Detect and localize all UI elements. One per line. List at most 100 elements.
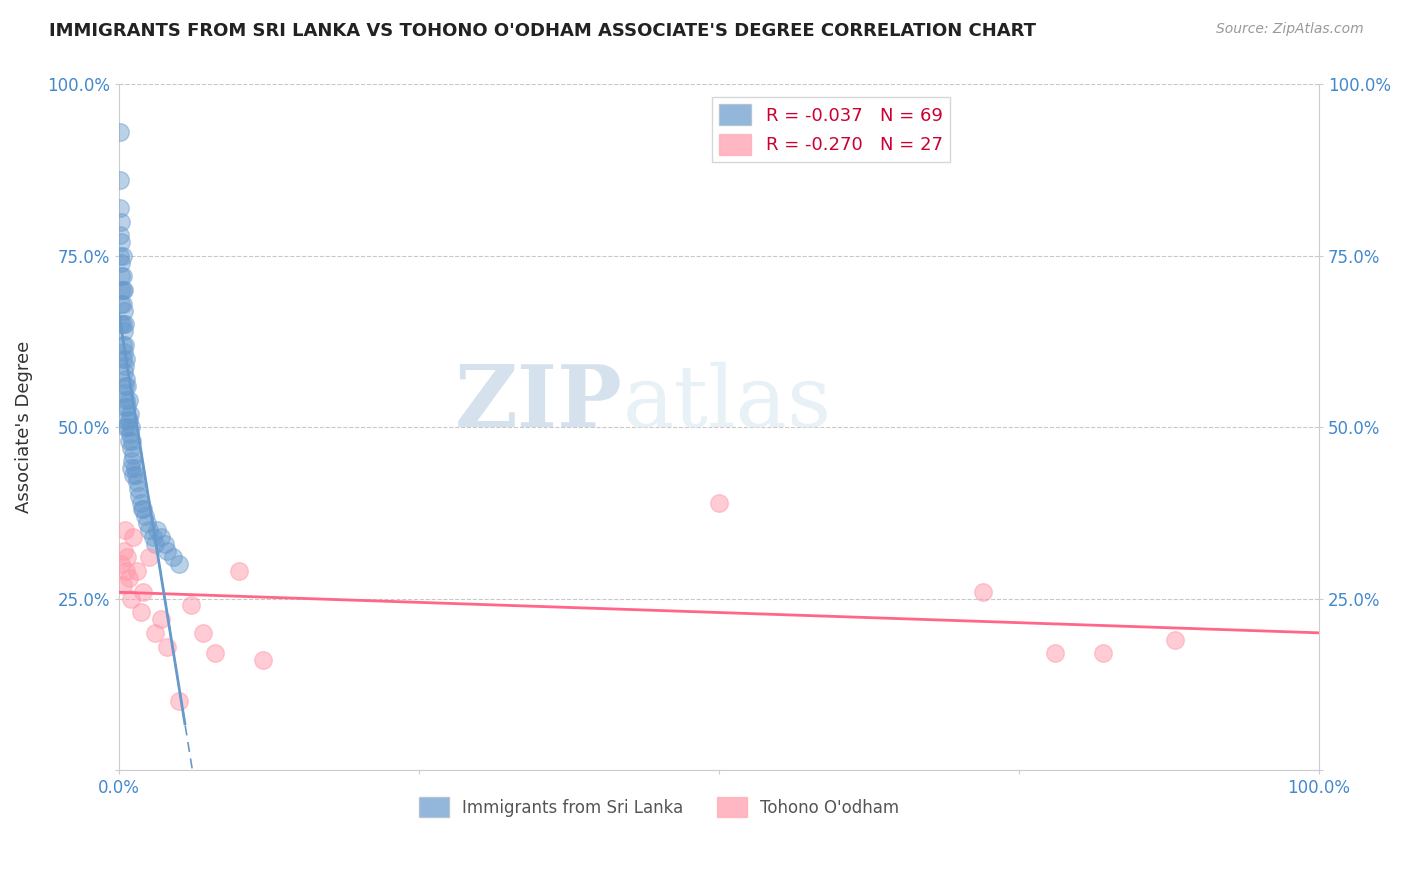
- Point: [114, 338, 136, 352]
- Point: [111, 351, 134, 366]
- Point: [228, 564, 250, 578]
- Point: [110, 235, 132, 249]
- Point: [118, 427, 141, 442]
- Point: [115, 392, 138, 407]
- Point: [117, 434, 139, 448]
- Point: [972, 584, 994, 599]
- Point: [111, 578, 134, 592]
- Point: [114, 420, 136, 434]
- Point: [124, 461, 146, 475]
- Point: [143, 626, 166, 640]
- Point: [120, 591, 142, 606]
- Point: [110, 269, 132, 284]
- Point: [167, 694, 190, 708]
- Point: [128, 489, 150, 503]
- Text: ZIP: ZIP: [456, 361, 623, 445]
- Point: [122, 530, 145, 544]
- Text: atlas: atlas: [623, 361, 832, 445]
- Point: [118, 407, 141, 421]
- Point: [162, 550, 184, 565]
- Point: [112, 324, 135, 338]
- Point: [111, 283, 134, 297]
- Point: [117, 571, 139, 585]
- Point: [114, 379, 136, 393]
- Y-axis label: Associate's Degree: Associate's Degree: [15, 341, 32, 513]
- Point: [1043, 647, 1066, 661]
- Point: [146, 523, 169, 537]
- Point: [117, 379, 139, 393]
- Point: [110, 297, 132, 311]
- Point: [111, 249, 134, 263]
- Point: [114, 318, 136, 332]
- Legend: Immigrants from Sri Lanka, Tohono O'odham: Immigrants from Sri Lanka, Tohono O'odha…: [412, 791, 905, 823]
- Point: [111, 269, 134, 284]
- Point: [111, 338, 134, 352]
- Point: [167, 558, 190, 572]
- Point: [115, 564, 138, 578]
- Point: [117, 550, 139, 565]
- Point: [117, 400, 139, 414]
- Point: [134, 509, 156, 524]
- Point: [143, 537, 166, 551]
- Point: [138, 550, 160, 565]
- Point: [149, 612, 172, 626]
- Point: [108, 228, 131, 243]
- Point: [112, 303, 135, 318]
- Point: [110, 318, 132, 332]
- Text: IMMIGRANTS FROM SRI LANKA VS TOHONO O'ODHAM ASSOCIATE'S DEGREE CORRELATION CHART: IMMIGRANTS FROM SRI LANKA VS TOHONO O'OD…: [49, 22, 1036, 40]
- Point: [121, 434, 143, 448]
- Point: [110, 255, 132, 269]
- Point: [204, 647, 226, 661]
- Point: [252, 653, 274, 667]
- Point: [110, 214, 132, 228]
- Point: [131, 502, 153, 516]
- Point: [108, 173, 131, 187]
- Point: [125, 564, 148, 578]
- Point: [114, 523, 136, 537]
- Point: [156, 640, 179, 654]
- Point: [111, 297, 134, 311]
- Point: [117, 392, 139, 407]
- Point: [120, 420, 142, 434]
- Point: [153, 537, 176, 551]
- Point: [114, 400, 136, 414]
- Point: [122, 468, 145, 483]
- Text: Source: ZipAtlas.com: Source: ZipAtlas.com: [1216, 22, 1364, 37]
- Point: [110, 558, 132, 572]
- Point: [108, 201, 131, 215]
- Point: [129, 605, 152, 619]
- Point: [112, 543, 135, 558]
- Point: [129, 495, 152, 509]
- Point: [125, 475, 148, 489]
- Point: [108, 125, 131, 139]
- Point: [112, 344, 135, 359]
- Point: [156, 543, 179, 558]
- Point: [138, 523, 160, 537]
- Point: [111, 318, 134, 332]
- Point: [1091, 647, 1114, 661]
- Point: [112, 283, 135, 297]
- Point: [114, 359, 136, 373]
- Point: [135, 516, 157, 531]
- Point: [115, 351, 138, 366]
- Point: [1164, 632, 1187, 647]
- Point: [191, 626, 214, 640]
- Point: [121, 454, 143, 468]
- Point: [112, 365, 135, 379]
- Point: [117, 420, 139, 434]
- Point: [132, 502, 155, 516]
- Point: [112, 386, 135, 401]
- Point: [141, 530, 163, 544]
- Point: [108, 249, 131, 263]
- Point: [110, 283, 132, 297]
- Point: [149, 530, 172, 544]
- Point: [707, 495, 730, 509]
- Point: [127, 482, 149, 496]
- Point: [120, 461, 142, 475]
- Point: [122, 448, 145, 462]
- Point: [180, 599, 202, 613]
- Point: [117, 413, 139, 427]
- Point: [132, 584, 155, 599]
- Point: [115, 413, 138, 427]
- Point: [120, 441, 142, 455]
